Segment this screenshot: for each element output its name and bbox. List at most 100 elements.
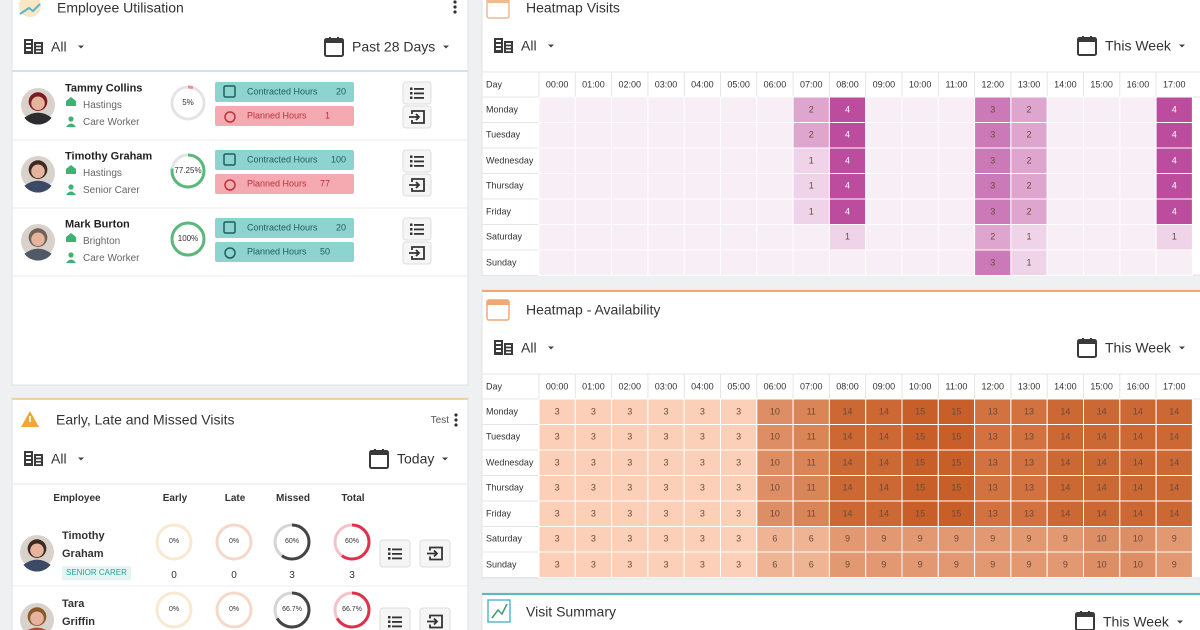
heatmap-cell bbox=[937, 551, 976, 578]
heatmap-cell bbox=[792, 249, 830, 276]
heatmap-cell bbox=[974, 500, 1012, 527]
heatmap-cell bbox=[683, 475, 722, 502]
heatmap-cell bbox=[792, 398, 830, 425]
heatmap-cell bbox=[1119, 475, 1157, 502]
percent-label: 0% bbox=[168, 605, 180, 613]
hour-header: 17:00 bbox=[1162, 381, 1186, 392]
role-badge: SENIOR CARER bbox=[62, 566, 131, 580]
heatmap-value: 14 bbox=[1096, 508, 1107, 519]
heatmap-cell bbox=[611, 526, 649, 553]
heatmap-cell bbox=[865, 424, 903, 451]
heatmap-cell bbox=[792, 122, 830, 149]
heatmap-cell bbox=[611, 249, 649, 276]
heatmap-value: 3 bbox=[736, 406, 742, 417]
period-select[interactable]: This Week bbox=[1105, 37, 1171, 54]
heatmap-cell bbox=[720, 147, 758, 174]
list-icon bbox=[414, 228, 424, 231]
heatmap-cell bbox=[756, 224, 794, 251]
heatmap-cell bbox=[538, 449, 576, 476]
period-select[interactable]: This Week bbox=[1103, 613, 1169, 630]
heatmap-value: 10 bbox=[769, 508, 780, 519]
filter-select[interactable]: All bbox=[521, 37, 537, 54]
planned-hours: 1 bbox=[324, 110, 330, 121]
heatmap-cell bbox=[792, 173, 830, 200]
heatmap-value: 3 bbox=[627, 431, 633, 442]
day-cell bbox=[481, 173, 540, 200]
heatmap-cell bbox=[901, 198, 939, 225]
filter-select[interactable]: All bbox=[51, 38, 67, 55]
calendar-icon bbox=[1078, 38, 1096, 42]
day-cell bbox=[481, 475, 540, 502]
heatmap-value: 3 bbox=[663, 406, 669, 417]
panel-icon bbox=[487, 0, 509, 3]
heatmap-cell bbox=[1046, 249, 1084, 276]
period-select[interactable]: Today bbox=[397, 450, 435, 467]
heatmap-value: 14 bbox=[1132, 482, 1143, 493]
day-label: Saturday bbox=[486, 231, 523, 242]
hour-header: 15:00 bbox=[1090, 79, 1113, 90]
heatmap-value: 2 bbox=[1026, 180, 1032, 191]
heatmap-value: 14 bbox=[842, 431, 853, 442]
calendar-icon bbox=[1078, 340, 1096, 344]
period-select[interactable]: Past 28 Days bbox=[352, 38, 436, 55]
filter-icon bbox=[496, 346, 501, 348]
filter-icon bbox=[36, 462, 41, 465]
action-button[interactable] bbox=[379, 607, 411, 630]
menu-icon bbox=[454, 413, 458, 417]
percent-label: 60% bbox=[344, 537, 360, 545]
heatmap-value: 3 bbox=[663, 533, 669, 544]
heatmap-cell bbox=[1119, 526, 1157, 553]
heatmap-value: 3 bbox=[736, 482, 742, 493]
panel-accent bbox=[12, 398, 468, 400]
hour-header: 11:00 bbox=[945, 79, 968, 90]
period-select[interactable]: This Week bbox=[1105, 339, 1171, 356]
filter-icon bbox=[506, 345, 511, 347]
hour-header: 13:00 bbox=[1017, 79, 1041, 90]
day-label: Tuesday bbox=[486, 129, 521, 140]
role-icon bbox=[66, 123, 76, 127]
heatmap-value: 14 bbox=[1169, 482, 1180, 493]
filter-icon bbox=[26, 461, 31, 463]
heatmap-cell bbox=[1155, 424, 1193, 451]
day-cell bbox=[481, 147, 540, 174]
heatmap-value: 13 bbox=[987, 457, 998, 468]
open-icon bbox=[429, 546, 443, 561]
heatmap-cell bbox=[974, 449, 1012, 476]
heatmap-cell bbox=[937, 526, 976, 553]
filter-select[interactable]: All bbox=[521, 339, 537, 356]
filter-icon bbox=[26, 453, 31, 455]
heatmap-value: 14 bbox=[1169, 457, 1180, 468]
heatmap-value: 15 bbox=[951, 457, 962, 468]
heatmap-value: 14 bbox=[1169, 406, 1180, 417]
heatmap-value: 1 bbox=[845, 231, 851, 242]
heatmap-value: 14 bbox=[1132, 457, 1143, 468]
heatmap-value: 9 bbox=[990, 559, 996, 570]
heatmap-value: 3 bbox=[554, 533, 560, 544]
heatmap-value: 13 bbox=[1024, 406, 1035, 417]
heatmap-cell bbox=[937, 249, 976, 276]
heatmap-value: 3 bbox=[663, 457, 669, 468]
hour-header: 15:00 bbox=[1090, 381, 1113, 392]
heatmap-cell bbox=[756, 147, 794, 174]
heatmap-cell bbox=[1155, 551, 1193, 578]
avatar bbox=[31, 232, 45, 247]
heatmap-value: 14 bbox=[842, 508, 853, 519]
avatar bbox=[24, 180, 52, 193]
heatmap-cell bbox=[611, 173, 649, 200]
contracted-bar bbox=[215, 150, 354, 170]
filter-icon bbox=[506, 348, 511, 350]
heatmap-cell bbox=[937, 122, 976, 149]
day-cell bbox=[481, 551, 540, 578]
panel-icon bbox=[19, 3, 41, 15]
heatmap-cell bbox=[937, 224, 976, 251]
heatmap-value: 3 bbox=[990, 155, 996, 166]
heatmap-value: 10 bbox=[1096, 559, 1107, 570]
heatmap-cell bbox=[683, 526, 722, 553]
heatmap-cell bbox=[828, 147, 867, 174]
column-header: Total bbox=[341, 493, 365, 504]
heatmap-cell bbox=[1083, 224, 1121, 251]
filter-select[interactable]: All bbox=[51, 450, 67, 467]
heatmap-value: 13 bbox=[1024, 431, 1035, 442]
heatmap-cell bbox=[756, 398, 794, 425]
